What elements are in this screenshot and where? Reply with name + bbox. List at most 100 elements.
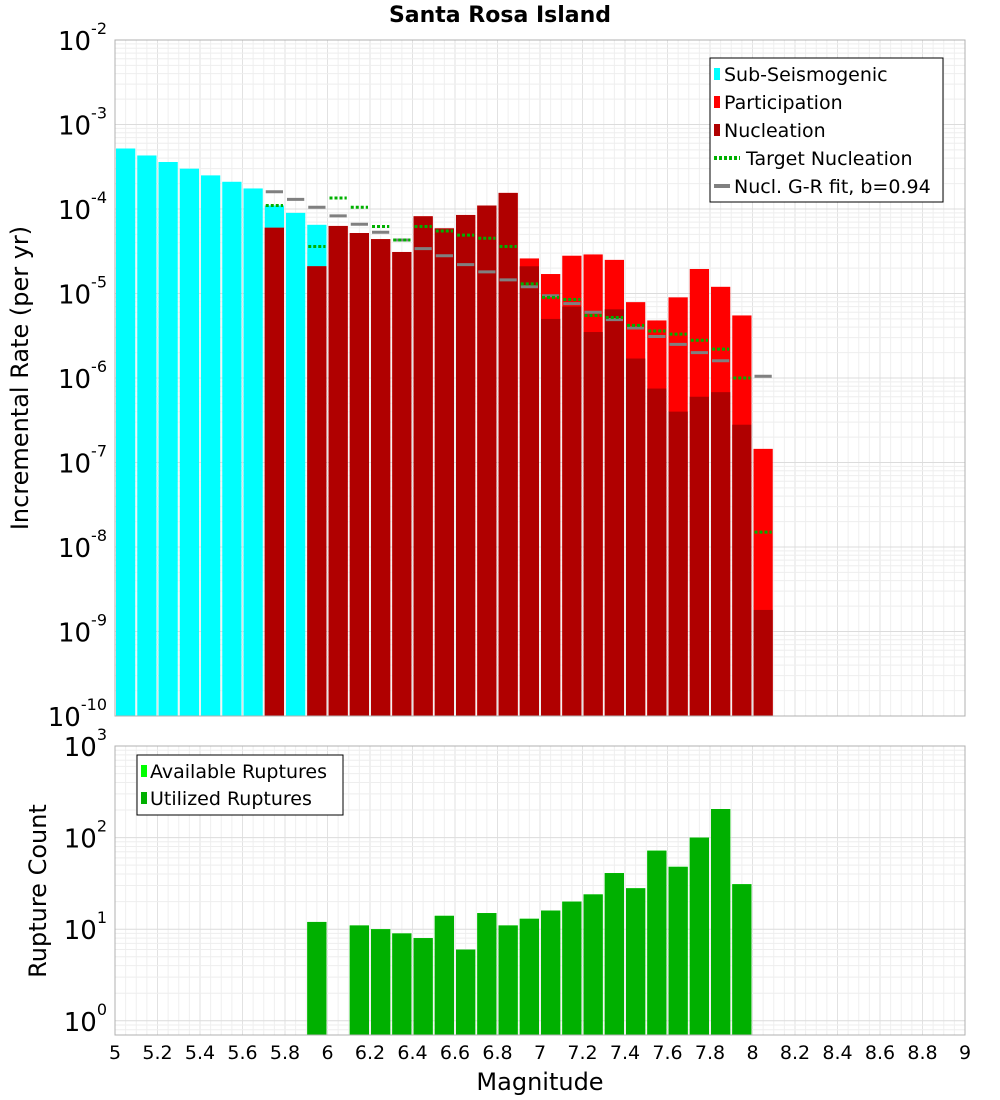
rate-bar-sub_seismogenic (158, 161, 178, 716)
rate-y-tick-exponent: -8 (91, 526, 107, 545)
count-y-tick-exponent: 0 (97, 1000, 107, 1019)
count-bar-utilized (711, 809, 731, 1035)
rate-y-tick-exponent: -9 (91, 611, 107, 630)
chart-title: Santa Rosa Island (389, 3, 611, 28)
count-bar-utilized (689, 837, 709, 1035)
rate-y-tick-label: 10-8 (58, 526, 107, 564)
rate-plot: 10-1010-910-810-710-610-510-410-310-2Sub… (48, 19, 966, 733)
rate-bar-nucleation (498, 192, 518, 716)
rate-y-tick-exponent: -10 (81, 695, 107, 714)
count-y-tick-label: 102 (64, 817, 107, 855)
rate-bar-sub_seismogenic (201, 175, 221, 716)
rate-bar-nucleation (371, 239, 391, 717)
count-bar-utilized (307, 921, 327, 1035)
rupture-count-plot: 100 101 102 1 0 3 Available Ruptures Utilized R… (64, 725, 971, 1064)
legend-label-available: Available Ruptures (150, 761, 327, 783)
rate-bar-nucleation (753, 609, 773, 716)
rate-y-tick-exponent: -6 (91, 357, 107, 376)
count-legend: Available Ruptures Utilized Ruptures (136, 754, 344, 816)
count-bar-utilized (456, 949, 476, 1035)
x-tick-label: 5.2 (142, 1042, 172, 1064)
count-bar-utilized (349, 925, 369, 1035)
rate-bar-nucleation (583, 332, 603, 716)
legend-label-target_nucleation: Target Nucleation (745, 148, 913, 170)
rate-bar-sub_seismogenic (222, 181, 242, 717)
rate-y-tick-exponent: -7 (91, 442, 107, 461)
rate-bar-nucleation (732, 424, 752, 716)
rate-bar-sub_seismogenic (116, 148, 136, 717)
x-tick-label: 5 (109, 1042, 121, 1064)
count-plot-frame (114, 745, 966, 1036)
rate-y-tick-label: 10-3 (58, 104, 107, 142)
rate-bar-sub_seismogenic (179, 168, 199, 717)
rate-y-tick-exponent: -2 (91, 19, 107, 38)
count-bar-utilized (647, 850, 667, 1035)
x-tick-label: 5.4 (185, 1042, 215, 1064)
x-tick-label: 7.6 (652, 1042, 682, 1064)
legend-swatch-sub_seismogenic (714, 68, 720, 80)
legend-label-participation: Participation (724, 92, 843, 114)
count-bar-utilized (604, 873, 624, 1035)
rate-y-tick-exponent: -3 (91, 104, 107, 123)
count-bar-utilized (541, 910, 561, 1035)
x-tick-label: 9 (959, 1042, 971, 1064)
count-bar-utilized (477, 913, 497, 1035)
count-bar-utilized (583, 894, 603, 1035)
rate-bar-nucleation (604, 309, 624, 716)
x-tick-label: 6.8 (482, 1042, 512, 1064)
legend-label-sub_seismogenic: Sub-Seismogenic (724, 64, 888, 86)
legend-label-utilized: Utilized Ruptures (150, 788, 312, 810)
rate-y-tick-label: 10-9 (58, 611, 107, 649)
rate-bar-nucleation (711, 392, 731, 716)
rate-bar-nucleation (307, 266, 327, 716)
rate-bar-nucleation (647, 388, 667, 716)
x-tick-label: 8.2 (780, 1042, 810, 1064)
x-tick-label: 8.4 (822, 1042, 852, 1064)
rate-y-tick-exponent: -5 (91, 273, 107, 292)
legend-swatch-nucleation (714, 124, 720, 136)
x-tick-label: 6 (321, 1042, 333, 1064)
rate-bar-nucleation (349, 232, 369, 716)
rate-bar-nucleation (328, 225, 348, 716)
legend-label-nucleation: Nucleation (724, 120, 826, 142)
count-bar-utilized (498, 925, 518, 1035)
x-tick-label: 6.4 (397, 1042, 427, 1064)
count-y-tick-exponent: 3 (97, 725, 107, 744)
x-tick-label: 6.6 (440, 1042, 470, 1064)
rate-y-tick-label: 10-2 (58, 19, 107, 57)
rate-bar-sub_seismogenic (286, 212, 306, 716)
rate-plot-frame (114, 39, 966, 717)
rate-y-tick-label: 10-4 (58, 188, 107, 226)
rate-bar-nucleation (519, 266, 539, 716)
count-bar-utilized (562, 901, 582, 1035)
rate-bar-nucleation (392, 251, 412, 717)
legend-swatch-participation (714, 96, 720, 108)
count-y-axis-label: Rupture Count (24, 804, 52, 978)
count-legend-box (136, 754, 344, 816)
count-bar-utilized (519, 918, 539, 1035)
count-y-tick-label: 101 (64, 908, 107, 946)
rate-y-tick-exponent: -4 (91, 188, 107, 207)
count-bar-utilized (371, 929, 391, 1035)
legend-label-gr_fit: Nucl. G-R fit, b=0.94 (734, 176, 931, 198)
rate-bar-nucleation (413, 216, 433, 717)
rate-bar-nucleation (456, 214, 476, 716)
rate-y-tick-label: 10-6 (58, 357, 107, 395)
rate-y-tick-label: 10-5 (58, 273, 107, 311)
count-bar-utilized (732, 884, 752, 1035)
x-tick-label: 5.6 (227, 1042, 257, 1064)
rate-bar-nucleation (668, 411, 688, 716)
rate-bar-sub_seismogenic (137, 155, 157, 716)
rate-bar-nucleation (264, 227, 284, 716)
legend-swatch-available (141, 765, 147, 777)
x-tick-label: 5.8 (270, 1042, 300, 1064)
x-axis-label: Magnitude (476, 1068, 603, 1096)
count-bar-utilized (392, 933, 412, 1035)
x-tick-label: 8.8 (907, 1042, 937, 1064)
rate-bar-nucleation (477, 205, 497, 716)
rate-bar-nucleation (434, 228, 454, 716)
x-tick-label: 8.6 (865, 1042, 895, 1064)
count-bar-utilized (668, 866, 688, 1035)
count-bar-utilized (413, 938, 433, 1035)
